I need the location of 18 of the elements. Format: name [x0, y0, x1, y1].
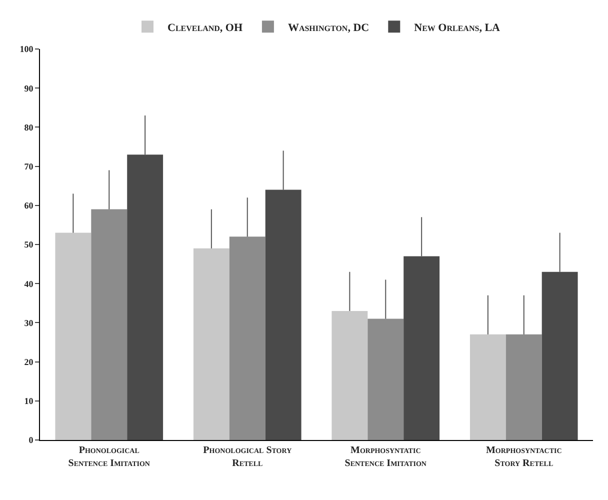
legend-label: Washington, DC — [288, 22, 370, 34]
y-tick-label: 100 — [20, 44, 34, 54]
x-tick-label: Morphosyntactic Story Retell — [486, 445, 562, 469]
legend-label: Cleveland, OH — [168, 22, 243, 34]
legend-label: New Orleans, LA — [414, 22, 500, 34]
y-tick-label: 60 — [24, 200, 34, 211]
x-tick-label: Phonological Sentence Imitation — [68, 445, 150, 469]
y-tick-label: 0 — [28, 435, 34, 446]
x-tick-label: Morphosyntatic Sentence Imitation — [344, 445, 426, 469]
y-tick-label: 10 — [24, 396, 34, 406]
y-tick-label: 40 — [24, 278, 34, 289]
y-tick-label: 80 — [24, 122, 34, 132]
x-tick-label: Phonological Story Retell — [203, 445, 292, 469]
y-tick-label: 30 — [24, 318, 34, 328]
y-tick-label: 50 — [24, 240, 34, 250]
y-tick-label: 70 — [24, 161, 34, 172]
y-tick-label: 90 — [24, 83, 34, 94]
y-tick-label: 20 — [24, 356, 34, 367]
